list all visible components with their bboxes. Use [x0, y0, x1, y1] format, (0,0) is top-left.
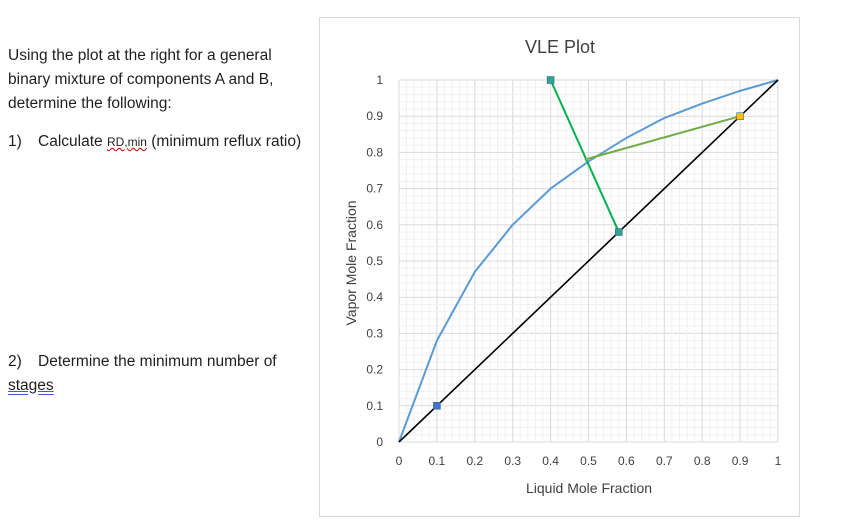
equilibrium-curve: [398, 79, 779, 443]
data-point-marker: [546, 76, 555, 84]
x-tick-label: 0.5: [580, 454, 597, 468]
problem-intro: Using the plot at the right for a genera…: [8, 44, 308, 116]
tie-line: [549, 79, 620, 233]
y-tick-label: 0.2: [366, 363, 383, 377]
x-tick-label: 1: [775, 454, 782, 468]
stages-word: stages: [8, 377, 54, 394]
y-tick-label: 0.6: [366, 218, 383, 232]
data-point-marker: [736, 112, 744, 120]
markers: [433, 76, 744, 410]
x-tick-label: 0.8: [694, 454, 711, 468]
y-tick-label: 0.9: [366, 109, 383, 123]
y-tick-label: 0.7: [366, 182, 383, 196]
y-tick-label: 0: [376, 435, 383, 449]
chart-title: VLE Plot: [525, 37, 595, 57]
x-tick-label: 0: [396, 454, 403, 468]
intro-text: Using the plot at the right for a genera…: [8, 47, 274, 112]
vle-chart-svg: 0 0.1 0.2 0.3 0.4 0.5 0.6 0.7 0.8 0.9 1 0 0.1 0.2 0.3 0…: [343, 37, 782, 496]
x-tick-label: 0.9: [732, 454, 749, 468]
x-axis-label: Liquid Mole Fraction: [526, 480, 652, 496]
x-tick-label: 0.3: [504, 454, 521, 468]
question-2-text-before: Determine the minimum number of: [38, 353, 277, 370]
vle-chart: 0 0.1 0.2 0.3 0.4 0.5 0.6 0.7 0.8 0.9 1 0 0.1 0.2 0.3 0…: [319, 17, 800, 517]
x-tick-label: 0.7: [656, 454, 673, 468]
y-tick-label: 0.5: [366, 254, 383, 268]
question-1-text-after: (minimum reflux ratio): [146, 133, 302, 150]
grid: [398, 79, 779, 443]
x-tick-label: 0.6: [618, 454, 635, 468]
y-tick-label: 0.4: [366, 290, 383, 304]
rd-min-symbol: RD,min: [106, 135, 147, 149]
question-2: 2) Determine the minimum number of stages: [8, 350, 308, 398]
operating-line: [584, 115, 741, 161]
x-tick-label: 0.4: [542, 454, 559, 468]
y-axis-label: Vapor Mole Fraction: [343, 200, 359, 325]
question-1: 1) Calculate RD,min (minimum reflux ratio…: [8, 130, 308, 154]
diagonal-line: [398, 79, 779, 443]
tick-labels: 0 0.1 0.2 0.3 0.4 0.5 0.6 0.7 0.8 0.9 1 0 0.1 0.2 0.3 0…: [366, 73, 781, 468]
question-1-number: 1): [8, 133, 22, 150]
data-point-marker: [433, 402, 441, 410]
y-tick-label: 0.8: [366, 145, 383, 159]
x-tick-label: 0.2: [466, 454, 483, 468]
y-tick-label: 0.1: [366, 399, 383, 413]
series: [398, 79, 779, 443]
y-tick-label: 1: [376, 73, 383, 87]
question-2-number: 2): [8, 353, 22, 370]
y-tick-label: 0.3: [366, 326, 383, 340]
x-tick-label: 0.1: [429, 454, 446, 468]
question-1-text-before: Calculate: [38, 133, 107, 150]
data-point-marker: [615, 228, 623, 236]
